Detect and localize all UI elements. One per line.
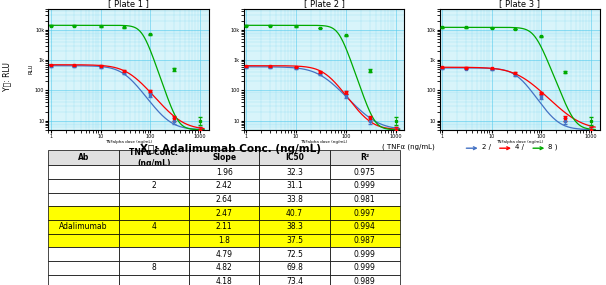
- Title: [ Plate 2 ]: [ Plate 2 ]: [304, 0, 345, 8]
- Text: Y축: RLU: Y축: RLU: [3, 62, 12, 91]
- X-axis label: TNFalpha dose (ng/mL): TNFalpha dose (ng/mL): [496, 140, 544, 144]
- Text: X축: Adalimumab Conc. (ng/mL): X축: Adalimumab Conc. (ng/mL): [140, 144, 321, 154]
- X-axis label: TNFalpha dose (ng/mL): TNFalpha dose (ng/mL): [301, 140, 348, 144]
- Text: 2 /: 2 /: [482, 144, 493, 150]
- Text: ( TNFα (ng/mL): ( TNFα (ng/mL): [382, 144, 437, 150]
- Text: 4 /: 4 /: [515, 144, 527, 150]
- Y-axis label: RLU: RLU: [28, 64, 33, 74]
- Title: [ Plate 3 ]: [ Plate 3 ]: [499, 0, 541, 8]
- Text: 8 ): 8 ): [548, 144, 558, 150]
- Title: [ Plate 1 ]: [ Plate 1 ]: [108, 0, 149, 8]
- X-axis label: TNFalpha dose (ng/mL): TNFalpha dose (ng/mL): [105, 140, 152, 144]
